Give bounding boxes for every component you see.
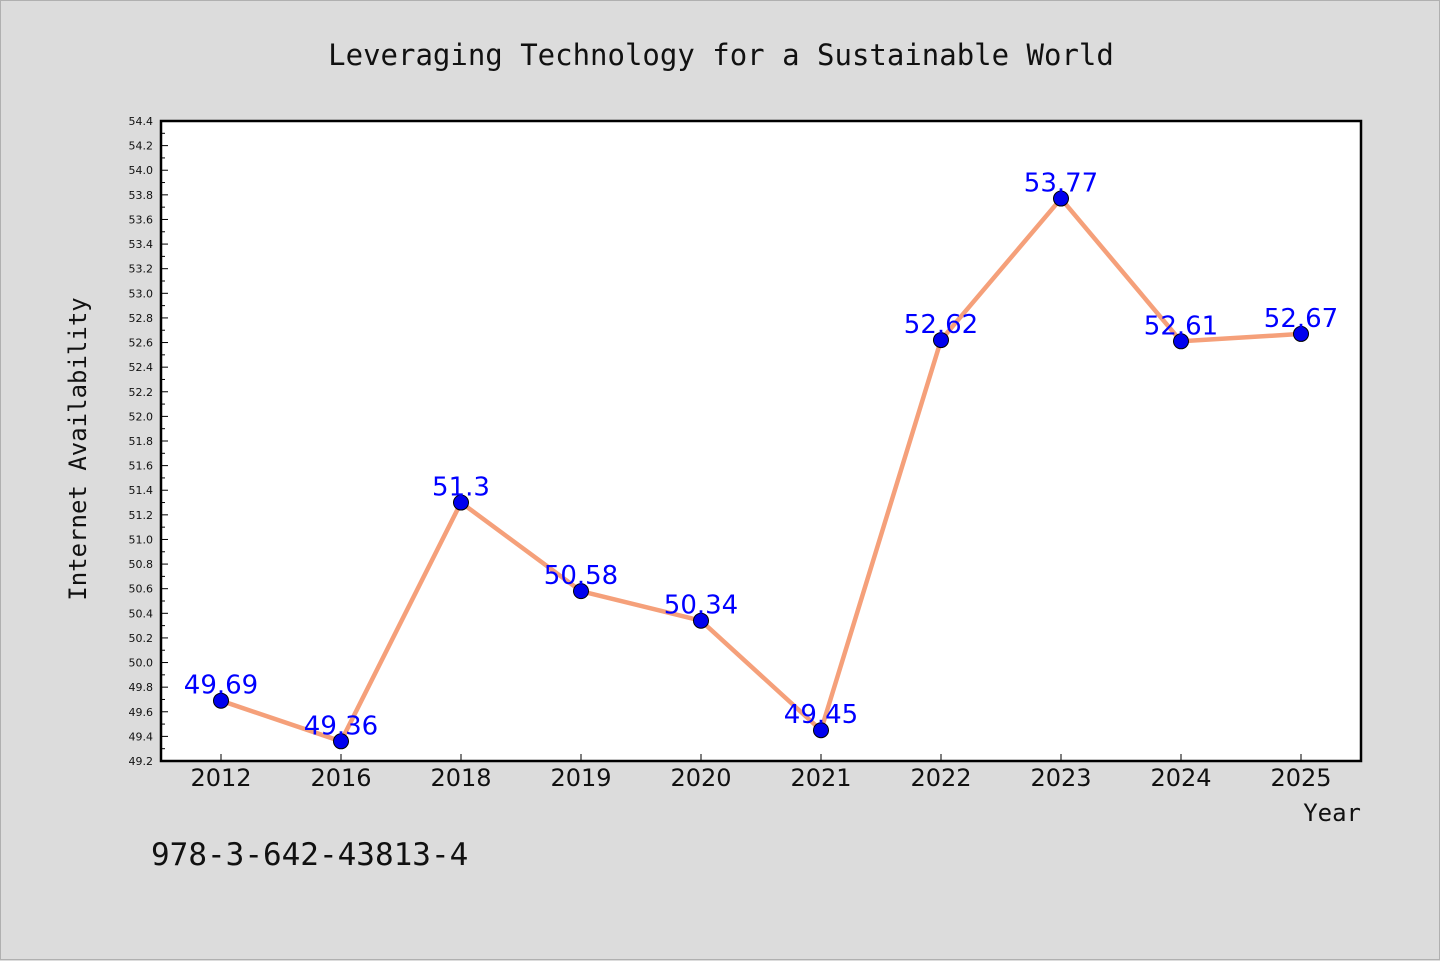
y-tick-label: 50.4: [129, 607, 154, 620]
x-tick-label: 2019: [550, 764, 611, 792]
x-tick-label: 2018: [430, 764, 491, 792]
x-tick-label: 2016: [310, 764, 371, 792]
data-label: 49.69: [184, 671, 258, 701]
y-tick-label: 52.8: [129, 312, 154, 325]
data-point: [1053, 190, 1069, 207]
y-tick-label: 52.0: [129, 410, 154, 423]
x-tick-label: 2024: [1150, 764, 1211, 792]
y-axis-label: Internet Availability: [64, 297, 92, 600]
y-tick-label: 53.8: [129, 189, 154, 202]
data-point: [1293, 325, 1309, 342]
y-tick-label: 54.4: [129, 115, 154, 128]
y-tick-label: 52.6: [129, 337, 154, 350]
y-tick-label: 49.6: [129, 706, 154, 719]
data-label: 52.67: [1264, 304, 1338, 334]
y-axis: 49.2 49.4 49.6 49.8 50.0 50.2 50.4 50.6 50.8 51.0…: [129, 115, 168, 768]
y-tick-label: 50.2: [129, 632, 154, 645]
data-label: 50.58: [544, 561, 618, 591]
x-tick-label: 2021: [790, 764, 851, 792]
y-tick-label: 49.8: [129, 681, 154, 694]
y-tick-label: 54.0: [129, 164, 154, 177]
data-point: [453, 494, 469, 511]
x-tick-label: 2012: [190, 764, 251, 792]
data-point: [1173, 333, 1189, 350]
data-label: 49.45: [784, 700, 858, 730]
y-tick-label: 49.2: [129, 755, 154, 768]
data-label: 50.34: [664, 591, 738, 621]
y-tick-label: 51.6: [129, 460, 154, 473]
isbn-text: 978-3-642-43813-4: [151, 837, 468, 873]
y-tick-label: 53.4: [129, 238, 154, 251]
y-tick-label: 54.2: [129, 140, 154, 153]
data-label: 49.36: [304, 711, 378, 741]
y-tick-label: 52.2: [129, 386, 154, 399]
data-point: [573, 583, 589, 600]
data-label: 52.61: [1144, 311, 1218, 341]
data-label: 51.3: [432, 473, 490, 503]
y-tick-label: 53.2: [129, 263, 154, 276]
y-tick-label: 51.2: [129, 509, 154, 522]
y-tick-label: 51.0: [129, 533, 154, 546]
x-tick-label: 2020: [670, 764, 731, 792]
data-point: [933, 332, 949, 349]
chart-title: Leveraging Technology for a Sustainable …: [328, 38, 1114, 72]
x-axis: 2012 2016 2018 2019 2020 2021 2022 2023 2024 2025: [190, 754, 1332, 792]
x-axis-label: Year: [1303, 799, 1361, 827]
data-point: [213, 692, 229, 709]
y-tick-label: 51.8: [129, 435, 154, 448]
x-tick-label: 2022: [910, 764, 971, 792]
y-tick-label: 50.0: [129, 657, 154, 670]
data-point: [813, 722, 829, 739]
y-tick-label: 50.8: [129, 558, 154, 571]
series-layer: 49.69 49.36 51.3 50.58 50.34 49.45 52.62 53.77 5…: [184, 169, 1338, 750]
data-point: [693, 612, 709, 629]
x-tick-label: 2023: [1030, 764, 1091, 792]
data-label: 52.62: [904, 310, 978, 340]
y-tick-label: 51.4: [129, 484, 154, 497]
y-tick-label: 50.6: [129, 583, 154, 596]
y-tick-label: 52.4: [129, 361, 154, 374]
data-label: 53.77: [1024, 169, 1098, 199]
plot-area: [159, 119, 1363, 763]
y-tick-label: 49.4: [129, 730, 154, 743]
series-line: [220, 196, 1302, 744]
y-tick-label: 53.0: [129, 287, 154, 300]
y-tick-label: 53.6: [129, 213, 154, 226]
x-tick-label: 2025: [1270, 764, 1331, 792]
data-point: [333, 733, 349, 750]
